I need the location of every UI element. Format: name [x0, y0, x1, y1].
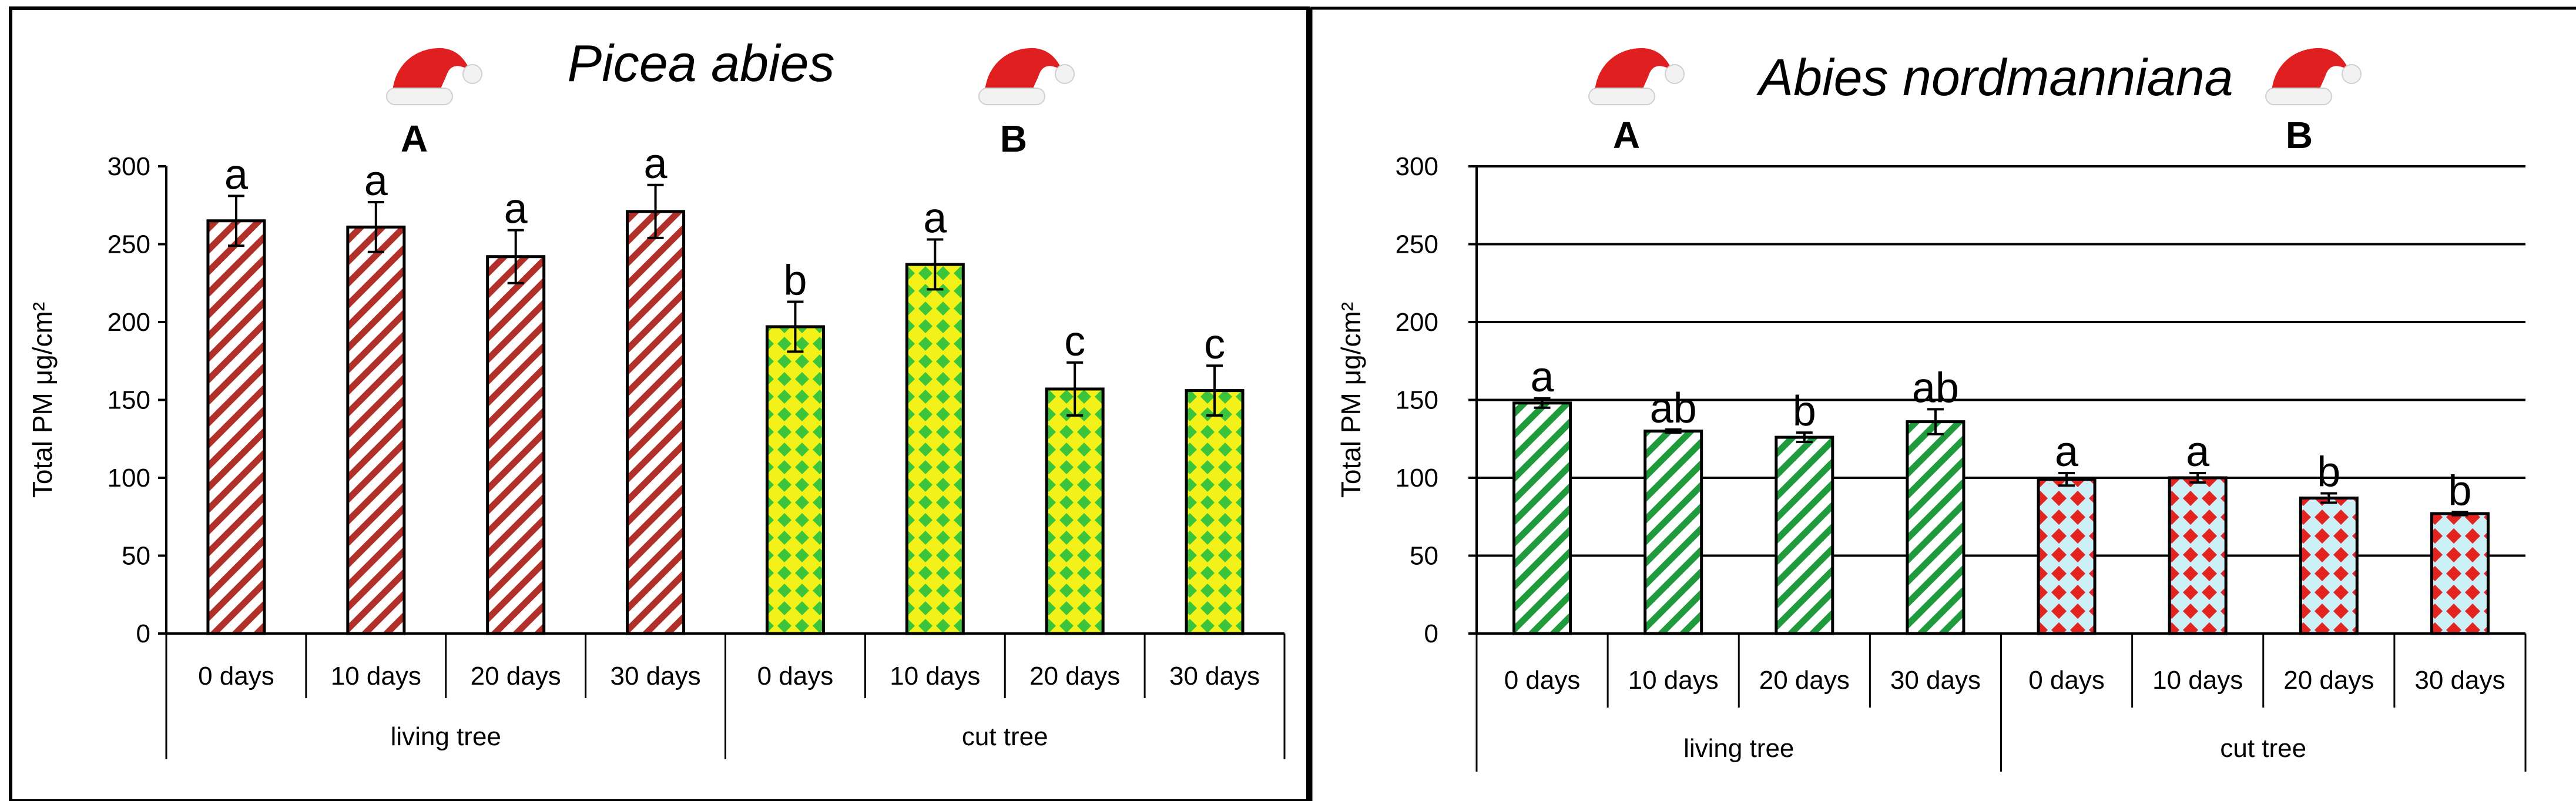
santa-hat-icon — [386, 47, 482, 105]
x-tick-label: 30 days — [2414, 666, 2505, 695]
x-group-label: cut tree — [2220, 734, 2306, 763]
x-tick-label: 10 days — [331, 662, 421, 691]
group-letter: A — [401, 118, 428, 160]
significance-letter: a — [2055, 428, 2079, 475]
x-group-label: living tree — [391, 722, 501, 751]
significance-letter: a — [1531, 354, 1555, 401]
y-tick-label: 100 — [108, 464, 150, 492]
y-tick-label: 200 — [1396, 308, 1438, 337]
chart-picea-abies: Picea abies 0 50 100 150 200 250 300 Total PM μg… — [27, 34, 1286, 759]
x-tick-label: 10 days — [890, 662, 980, 691]
group-letter: A — [1613, 114, 1640, 156]
santa-hat-icon — [2265, 47, 2362, 105]
x-tick-label: 20 days — [2283, 666, 2374, 695]
x-tick-label: 10 days — [2152, 666, 2243, 695]
x-tick-label: 20 days — [1029, 662, 1120, 691]
bar — [2168, 476, 2228, 635]
significance-letter: ab — [1650, 385, 1697, 432]
significance-letter: ab — [1912, 364, 1959, 411]
y-tick-label: 200 — [108, 308, 150, 337]
bar — [1045, 387, 1105, 635]
y-tick-label: 50 — [1410, 542, 1438, 571]
x-tick-label: 0 days — [2028, 666, 2105, 695]
bar — [2299, 496, 2359, 635]
chart-title: Picea abies — [568, 34, 835, 92]
y-tick-label: 0 — [1424, 619, 1438, 648]
y-tick-label: 150 — [108, 386, 150, 415]
bar — [626, 210, 686, 635]
bar — [1775, 435, 1834, 635]
bar — [2430, 512, 2490, 635]
y-tick-label: 300 — [1396, 152, 1438, 181]
chart-abies-nordmanniana: Abies nordmanniana 0 50 100 150 200 250 300 Tota… — [1336, 47, 2527, 772]
x-tick-label: 30 days — [1890, 666, 1981, 695]
significance-letter: a — [644, 140, 668, 187]
y-tick-label: 50 — [122, 542, 150, 571]
bar — [765, 325, 825, 635]
y-axis-label: Total PM μg/cm² — [27, 302, 58, 498]
bar — [346, 225, 406, 635]
chart-title: Abies nordmanniana — [1756, 48, 2233, 106]
bar — [206, 219, 266, 635]
x-tick-label: 0 days — [757, 662, 834, 691]
bar — [905, 263, 965, 635]
significance-letter: c — [1064, 318, 1085, 365]
group-letter: B — [1000, 118, 1027, 160]
bar — [1512, 401, 1572, 635]
y-tick-label: 250 — [1396, 230, 1438, 259]
significance-letter: a — [923, 195, 947, 242]
significance-letter: a — [364, 157, 388, 205]
x-tick-label: 20 days — [471, 662, 561, 691]
x-tick-label: 0 days — [198, 662, 274, 691]
significance-letter: c — [1204, 321, 1225, 368]
x-tick-label: 30 days — [1169, 662, 1260, 691]
y-tick-label: 250 — [108, 230, 150, 259]
significance-letter: b — [2317, 449, 2340, 496]
bar — [1906, 420, 1965, 635]
x-tick-label: 30 days — [611, 662, 701, 691]
panel-border-left — [9, 6, 1310, 801]
y-tick-label: 300 — [108, 152, 150, 181]
x-group-label: living tree — [1683, 734, 1794, 763]
santa-hat-icon — [978, 47, 1075, 105]
santa-hat-icon — [1588, 47, 1685, 105]
bar — [486, 255, 546, 635]
significance-letter: b — [2448, 467, 2471, 514]
significance-letter: a — [504, 186, 528, 233]
x-tick-label: 10 days — [1628, 666, 1719, 695]
y-tick-label: 100 — [1396, 464, 1438, 492]
bar — [2037, 478, 2097, 635]
significance-letter: b — [1793, 388, 1816, 435]
x-tick-label: 0 days — [1504, 666, 1581, 695]
x-tick-label: 20 days — [1759, 666, 1850, 695]
significance-letter: a — [2186, 428, 2210, 475]
y-tick-label: 0 — [136, 619, 150, 648]
significance-letter: a — [224, 151, 249, 198]
bar — [1643, 430, 1703, 635]
x-group-label: cut tree — [962, 722, 1048, 751]
bar — [1185, 389, 1245, 635]
significance-letter: b — [783, 257, 807, 304]
group-letter: B — [2286, 114, 2313, 156]
y-tick-label: 150 — [1396, 386, 1438, 415]
y-axis-label: Total PM μg/cm² — [1336, 302, 1366, 498]
